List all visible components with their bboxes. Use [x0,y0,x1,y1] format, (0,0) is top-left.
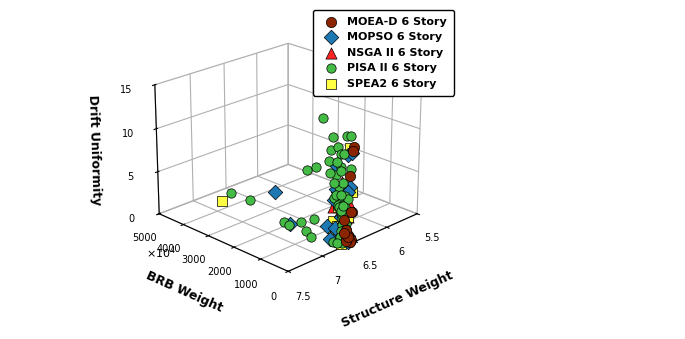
Y-axis label: BRB Weight: BRB Weight [144,269,224,315]
Legend: MOEA-D 6 Story, MOPSO 6 Story, NSGA II 6 Story, PISA II 6 Story, SPEA2 6 Story: MOEA-D 6 Story, MOPSO 6 Story, NSGA II 6… [313,10,453,96]
Text: $\times10^4$: $\times10^4$ [146,245,176,261]
X-axis label: Structure Weight: Structure Weight [340,268,456,330]
